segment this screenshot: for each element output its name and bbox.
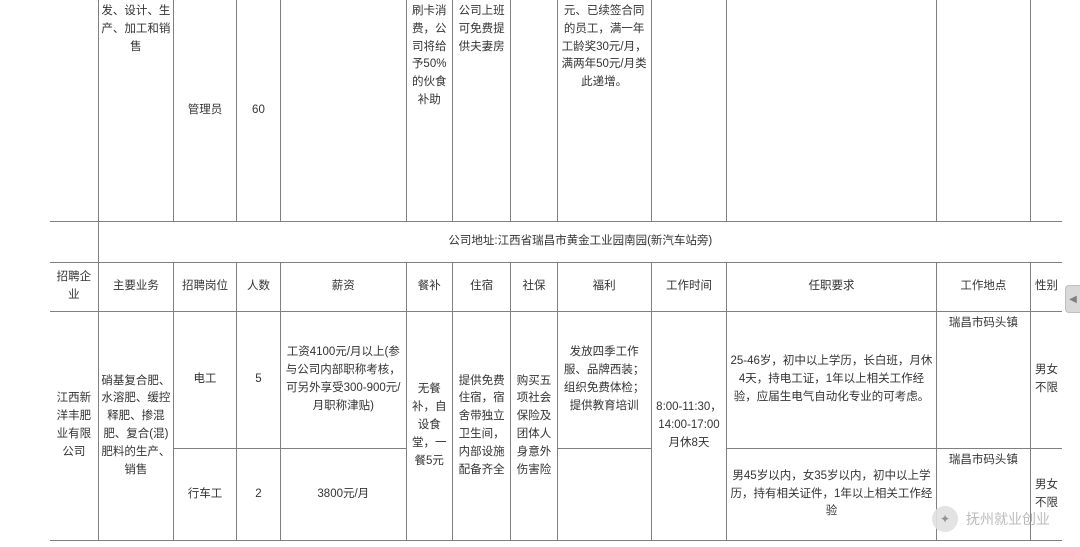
cell-time: 8:00-11:30，14:00-17:00 月休8天 — [651, 312, 726, 541]
cell-company: 江西新洋丰肥业有限公司 — [50, 312, 98, 541]
head-social: 社保 — [511, 263, 557, 312]
head-gender: 性别 — [1031, 263, 1063, 312]
cell-post: 管理员 — [174, 0, 237, 222]
cell-loc: 瑞昌市码头镇 — [936, 312, 1030, 449]
cell-count: 5 — [236, 312, 280, 449]
cell-meal2: 无餐补，自设食堂，一餐5元 — [406, 312, 452, 541]
head-post: 招聘岗位 — [174, 263, 237, 312]
cell-salary: 工资4100元/月以上(参与公司内部职称考核，可另外享受300-900元/月职称… — [280, 312, 406, 449]
watermark-text: 抚州就业创业 — [966, 509, 1050, 529]
cell-welfare: 元、已续签合同的员工，满一年工龄奖30元/月，满两年50元/月类此递增。 — [557, 0, 651, 222]
cell-count: 2 — [236, 449, 280, 541]
head-loc: 工作地点 — [936, 263, 1030, 312]
head-salary: 薪资 — [280, 263, 406, 312]
cell-meal: 刷卡消费，公司将给予50%的伙食补助 — [406, 0, 452, 222]
cell-req: 25-46岁，初中以上学历，长白班，月休4天，持电工证，1年以上相关工作经验，应… — [727, 312, 937, 449]
cell-address: 公司地址:江西省瑞昌市黄金工业园南园(新汽车站旁) — [98, 222, 1062, 263]
cell-post: 电工 — [174, 312, 237, 449]
table-row-address: 公司地址:江西省瑞昌市黄金工业园南园(新汽车站旁) — [50, 222, 1062, 263]
cell-stay2: 提供免费住宿，宿舍带独立卫生间，内部设施配备齐全 — [452, 312, 511, 541]
head-req: 任职要求 — [727, 263, 937, 312]
head-count: 人数 — [236, 263, 280, 312]
recruitment-table: 发、设计、生产、加工和销售 管理员 60 刷卡消费，公司将给予50%的伙食补助 … — [50, 0, 1062, 541]
cell-biz2: 硝基复合肥、水溶肥、缓控释肥、掺混肥、复合(混)肥料的生产、销售 — [98, 312, 173, 541]
head-meal: 餐补 — [406, 263, 452, 312]
wechat-icon: ✦ — [932, 506, 958, 532]
cell-post: 行车工 — [174, 449, 237, 541]
cell-count: 60 — [236, 0, 280, 222]
cell-social: 购买五项社会保险及团体人身意外伤害险 — [511, 312, 557, 541]
head-company: 招聘企业 — [50, 263, 98, 312]
table-row: 江西新洋丰肥业有限公司 硝基复合肥、水溶肥、缓控释肥、掺混肥、复合(混)肥料的生… — [50, 312, 1062, 449]
cell-req: 男45岁以内，女35岁以内，初中以上学历，持有相关证件，1年以上相关工作经验 — [727, 449, 937, 541]
head-stay: 住宿 — [452, 263, 511, 312]
cell-welfare2: 发放四季工作服、品牌西装；组织免费体检；提供教育培训 — [557, 312, 651, 449]
cell-biz: 发、设计、生产、加工和销售 — [98, 0, 173, 222]
head-time: 工作时间 — [651, 263, 726, 312]
table-header: 招聘企业 主要业务 招聘岗位 人数 薪资 餐补 住宿 社保 福利 工作时间 任职… — [50, 263, 1062, 312]
head-welfare: 福利 — [557, 263, 651, 312]
cell-stay: 公司上班可免费提供夫妻房 — [452, 0, 511, 222]
head-biz: 主要业务 — [98, 263, 173, 312]
cell-salary: 3800元/月 — [280, 449, 406, 541]
watermark: ✦ 抚州就业创业 — [932, 506, 1050, 532]
side-collapse-button[interactable]: ◀ — [1065, 285, 1080, 313]
table-row: 发、设计、生产、加工和销售 管理员 60 刷卡消费，公司将给予50%的伙食补助 … — [50, 0, 1062, 222]
cell-gender: 男女不限 — [1031, 312, 1063, 449]
